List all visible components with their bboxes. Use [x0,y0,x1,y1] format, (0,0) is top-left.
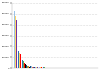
Bar [25,64,26,68]
Bar [28,66,29,68]
Bar [33,67,34,68]
Bar [27,66,28,68]
Bar [19,53,20,68]
Bar [22,60,23,68]
Bar [30,66,31,68]
Bar [24,63,25,68]
Bar [14,11,15,68]
Bar [29,67,30,68]
Bar [34,67,35,68]
Bar [20,54,21,68]
Bar [18,51,19,68]
Bar [23,61,24,68]
Bar [37,67,38,68]
Bar [26,65,27,68]
Bar [36,67,37,68]
Bar [35,67,36,68]
Bar [43,67,44,68]
Bar [31,66,32,68]
Bar [32,67,33,68]
Bar [15,16,16,68]
Bar [40,67,41,68]
Bar [41,67,42,68]
Bar [21,55,22,68]
Bar [16,20,17,68]
Bar [39,67,40,68]
